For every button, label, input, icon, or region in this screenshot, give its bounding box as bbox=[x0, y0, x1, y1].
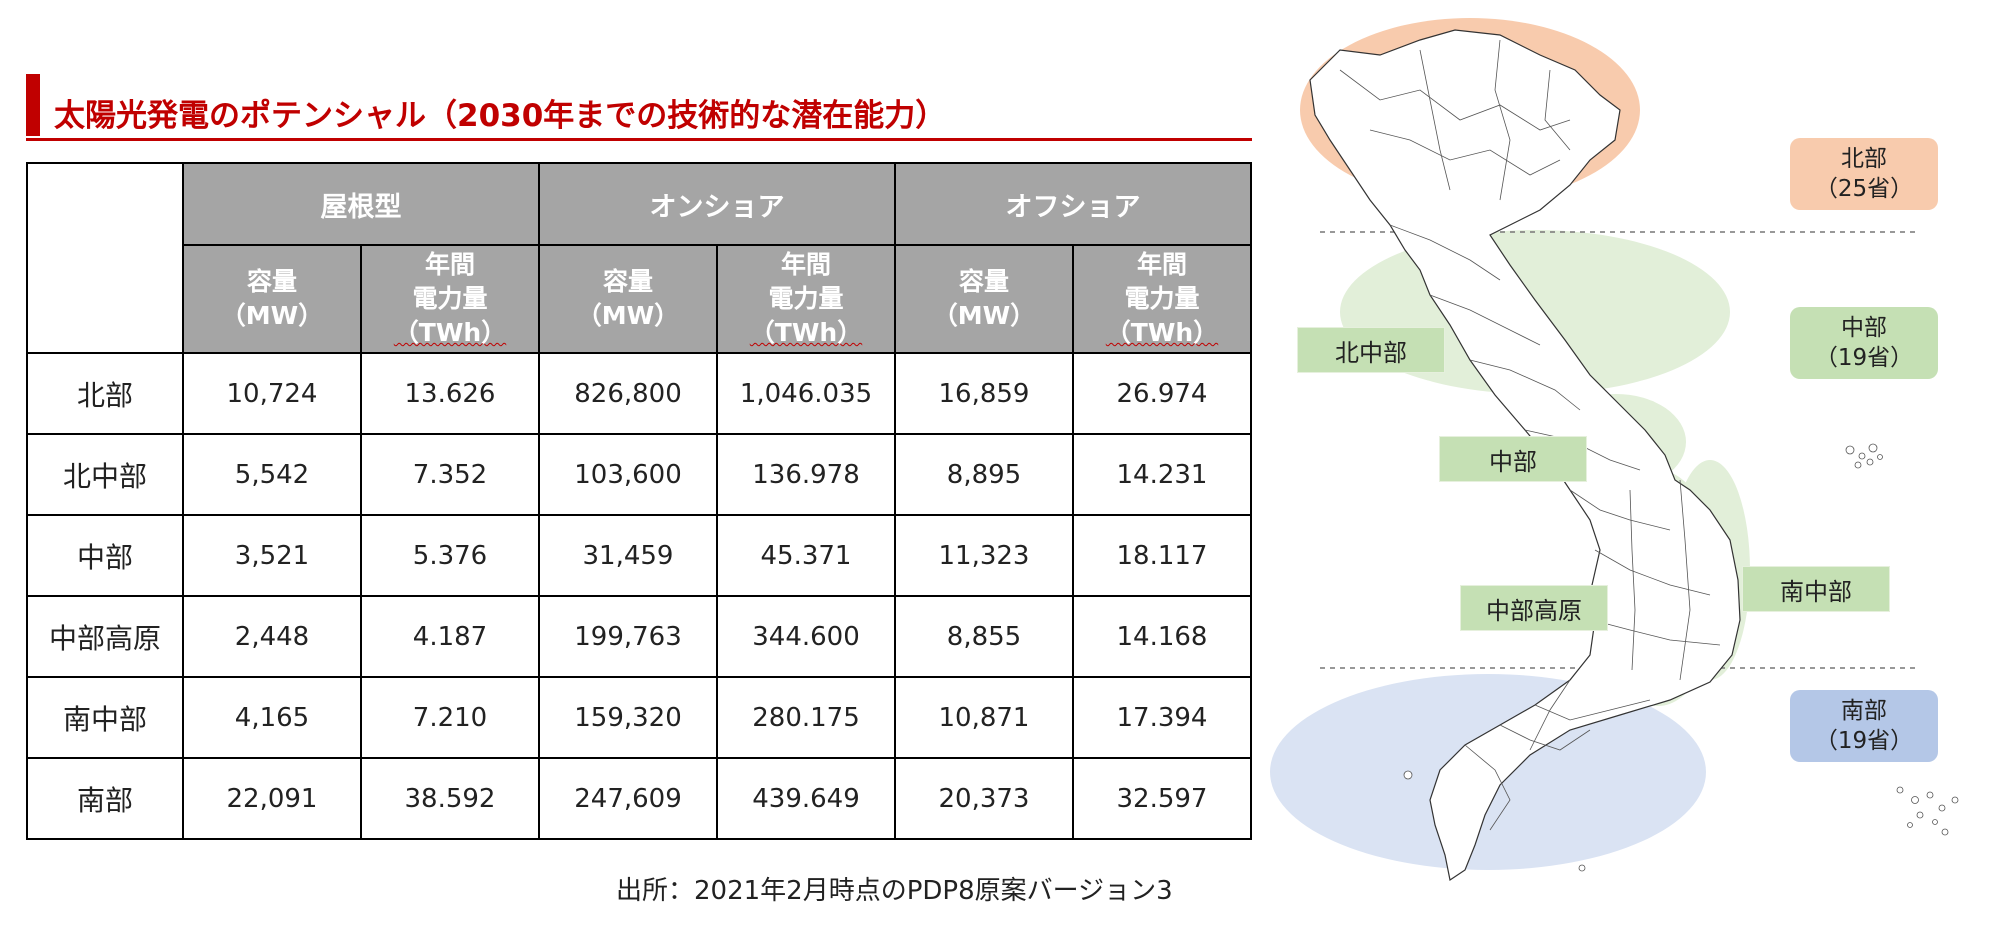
value-cell: 14.231 bbox=[1072, 433, 1252, 516]
value-cell: 136.978 bbox=[716, 433, 896, 516]
header-onshore: オンショア bbox=[538, 162, 896, 246]
value-cell: 7.210 bbox=[360, 676, 540, 759]
value-cell: 10,871 bbox=[894, 676, 1074, 759]
title-underline bbox=[26, 138, 1252, 141]
title-accent-bar bbox=[26, 74, 40, 136]
badge-south: 南部 （19省） bbox=[1790, 690, 1938, 762]
value-cell: 22,091 bbox=[182, 757, 362, 840]
header-rooftop: 屋根型 bbox=[182, 162, 540, 246]
value-cell: 439.649 bbox=[716, 757, 896, 840]
value-cell: 5,542 bbox=[182, 433, 362, 516]
value-cell: 20,373 bbox=[894, 757, 1074, 840]
vietnam-region-map: 北中部 中部 中部高原 南中部 北部 （25省） 中部 （19省） 南部 （19省） bbox=[1270, 10, 1994, 910]
value-cell: 199,763 bbox=[538, 595, 718, 678]
value-cell: 14.168 bbox=[1072, 595, 1252, 678]
value-cell: 26.974 bbox=[1072, 352, 1252, 435]
value-cell: 344.600 bbox=[716, 595, 896, 678]
value-cell: 247,609 bbox=[538, 757, 718, 840]
value-cell: 32.597 bbox=[1072, 757, 1252, 840]
value-cell: 11,323 bbox=[894, 514, 1074, 597]
header-offshore: オフショア bbox=[894, 162, 1252, 246]
subheader-energy: 年間 電力量 （TWh） bbox=[360, 244, 540, 354]
subheader-capacity: 容量 （MW） bbox=[538, 244, 718, 354]
value-cell: 8,895 bbox=[894, 433, 1074, 516]
value-cell: 103,600 bbox=[538, 433, 718, 516]
table-row: 中部 3,521 5.376 31,459 45.371 11,323 18.1… bbox=[26, 514, 1252, 597]
table-row: 北中部 5,542 7.352 103,600 136.978 8,895 14… bbox=[26, 433, 1252, 516]
table-row: 南中部 4,165 7.210 159,320 280.175 10,871 1… bbox=[26, 676, 1252, 759]
value-cell: 16,859 bbox=[894, 352, 1074, 435]
island-groups bbox=[1403, 443, 1959, 872]
value-cell: 13.626 bbox=[360, 352, 540, 435]
value-cell: 826,800 bbox=[538, 352, 718, 435]
region-cell: 南中部 bbox=[26, 676, 184, 759]
value-cell: 18.117 bbox=[1072, 514, 1252, 597]
value-cell: 31,459 bbox=[538, 514, 718, 597]
value-cell: 1,046.035 bbox=[716, 352, 896, 435]
badge-north: 北部 （25省） bbox=[1790, 138, 1938, 210]
subheader-energy: 年間 電力量 （TWh） bbox=[716, 244, 896, 354]
value-cell: 159,320 bbox=[538, 676, 718, 759]
region-cell: 中部高原 bbox=[26, 595, 184, 678]
region-cell: 中部 bbox=[26, 514, 184, 597]
subheader-capacity: 容量 （MW） bbox=[182, 244, 362, 354]
map-graphic bbox=[1270, 18, 1959, 881]
value-cell: 280.175 bbox=[716, 676, 896, 759]
subheader-capacity: 容量 （MW） bbox=[894, 244, 1074, 354]
label-north-central: 北中部 bbox=[1297, 327, 1445, 373]
value-cell: 38.592 bbox=[360, 757, 540, 840]
value-cell: 4,165 bbox=[182, 676, 362, 759]
province-borders bbox=[1339, 39, 1721, 831]
region-cell: 北中部 bbox=[26, 433, 184, 516]
label-south-central: 南中部 bbox=[1742, 566, 1890, 612]
page-title: 太陽光発電のポテンシャル（2030年までの技術的な潜在能力） bbox=[54, 98, 947, 134]
potential-table: 屋根型 オンショア オフショア 容量 （MW） 年間 電力量 （TWh） 容量 （MW）… bbox=[26, 162, 1252, 840]
region-cell: 南部 bbox=[26, 757, 184, 840]
value-cell: 10,724 bbox=[182, 352, 362, 435]
label-central-highlands: 中部高原 bbox=[1460, 585, 1608, 631]
table-row: 中部高原 2,448 4.187 199,763 344.600 8,855 1… bbox=[26, 595, 1252, 678]
value-cell: 17.394 bbox=[1072, 676, 1252, 759]
corner-cell bbox=[26, 162, 184, 354]
badge-central: 中部 （19省） bbox=[1790, 307, 1938, 379]
value-cell: 2,448 bbox=[182, 595, 362, 678]
value-cell: 4.187 bbox=[360, 595, 540, 678]
value-cell: 5.376 bbox=[360, 514, 540, 597]
value-cell: 8,855 bbox=[894, 595, 1074, 678]
label-central: 中部 bbox=[1439, 436, 1587, 482]
subheader-energy: 年間 電力量 （TWh） bbox=[1072, 244, 1252, 354]
value-cell: 3,521 bbox=[182, 514, 362, 597]
value-cell: 45.371 bbox=[716, 514, 896, 597]
region-cell: 北部 bbox=[26, 352, 184, 435]
table-row: 北部 10,724 13.626 826,800 1,046.035 16,85… bbox=[26, 352, 1252, 435]
value-cell: 7.352 bbox=[360, 433, 540, 516]
table-row: 南部 22,091 38.592 247,609 439.649 20,373 … bbox=[26, 757, 1252, 840]
source-note: 出所：2021年2月時点のPDP8原案バージョン3 bbox=[616, 876, 1173, 906]
